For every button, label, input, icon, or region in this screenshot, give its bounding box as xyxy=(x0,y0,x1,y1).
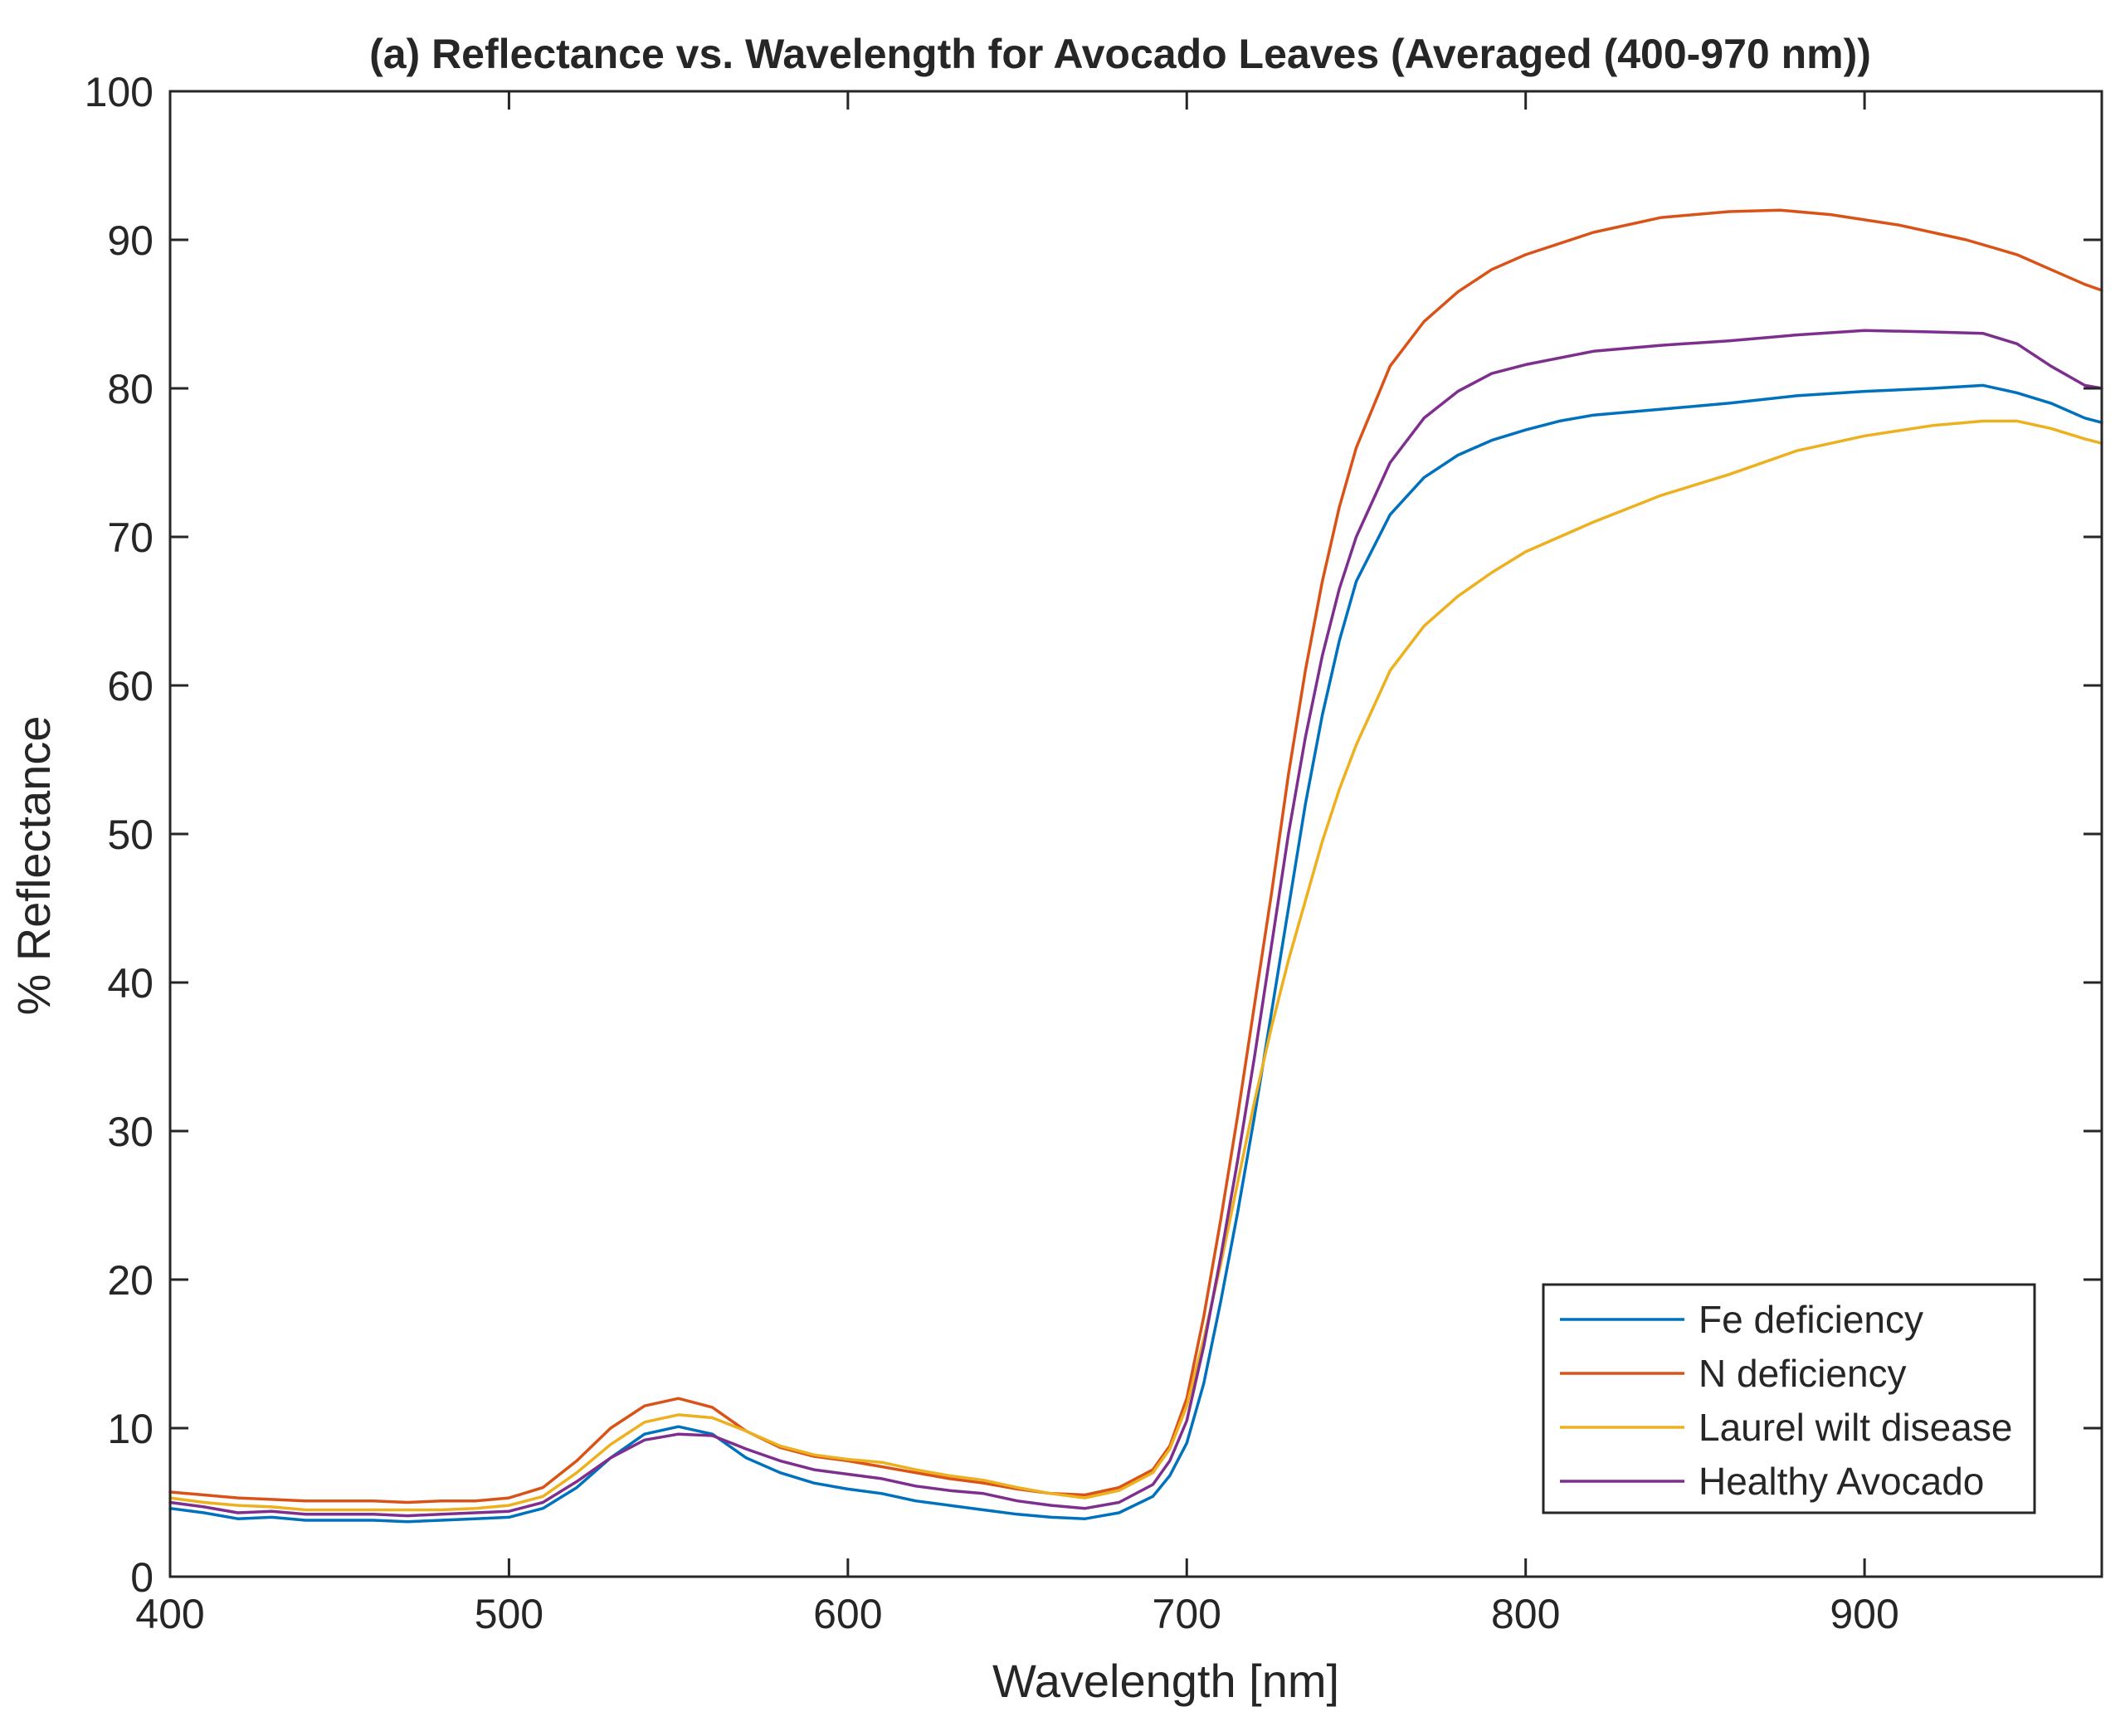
x-tick-label: 700 xyxy=(1153,1591,1221,1637)
y-tick-label: 10 xyxy=(107,1406,154,1452)
y-tick-label: 40 xyxy=(107,960,154,1007)
y-tick-label: 20 xyxy=(107,1257,154,1304)
x-axis-label: Wavelength [nm] xyxy=(992,1655,1339,1707)
axes-layer: 400 500 600 700 800 900 0 10 20 30 40 50 60 70 80 90 100 xyxy=(85,69,2103,1637)
y-tick-label: 50 xyxy=(107,812,154,858)
y-tick-label: 90 xyxy=(107,217,154,264)
series-line-n-deficiency xyxy=(168,208,2103,1504)
series-line-laurel-wilt-disease xyxy=(168,419,2103,1512)
y-tick-label: 0 xyxy=(130,1554,154,1601)
legend-label: N deficiency xyxy=(1699,1352,1907,1395)
x-tick-label: 800 xyxy=(1491,1591,1560,1637)
y-tick-label: 30 xyxy=(107,1109,154,1155)
x-tick-label: 900 xyxy=(1830,1591,1898,1637)
x-tick-label: 600 xyxy=(813,1591,882,1637)
series-line-healthy-avocado xyxy=(168,329,2103,1518)
y-tick-label: 60 xyxy=(107,663,154,710)
y-tick-label: 70 xyxy=(107,514,154,561)
series-line-fe-deficiency xyxy=(168,383,2103,1524)
y-tick-label: 100 xyxy=(85,69,154,115)
legend-label: Healthy Avocado xyxy=(1699,1460,1984,1503)
legend-box xyxy=(1542,1283,2036,1514)
y-tick-label: 80 xyxy=(107,366,154,412)
x-tick-label: 400 xyxy=(135,1591,204,1637)
legend-label: Fe deficiency xyxy=(1699,1298,1923,1341)
legend: Fe deficiency N deficiency Laurel wilt dis… xyxy=(1542,1283,2036,1514)
x-tick-label: 500 xyxy=(475,1591,543,1637)
y-axis-label: % Reflectance xyxy=(7,715,60,1015)
chart-title: (a) Reflectance vs. Wavelength for Avoca… xyxy=(369,31,1871,77)
legend-label: Laurel wilt disease xyxy=(1699,1406,2012,1449)
series-layer xyxy=(168,208,2103,1524)
